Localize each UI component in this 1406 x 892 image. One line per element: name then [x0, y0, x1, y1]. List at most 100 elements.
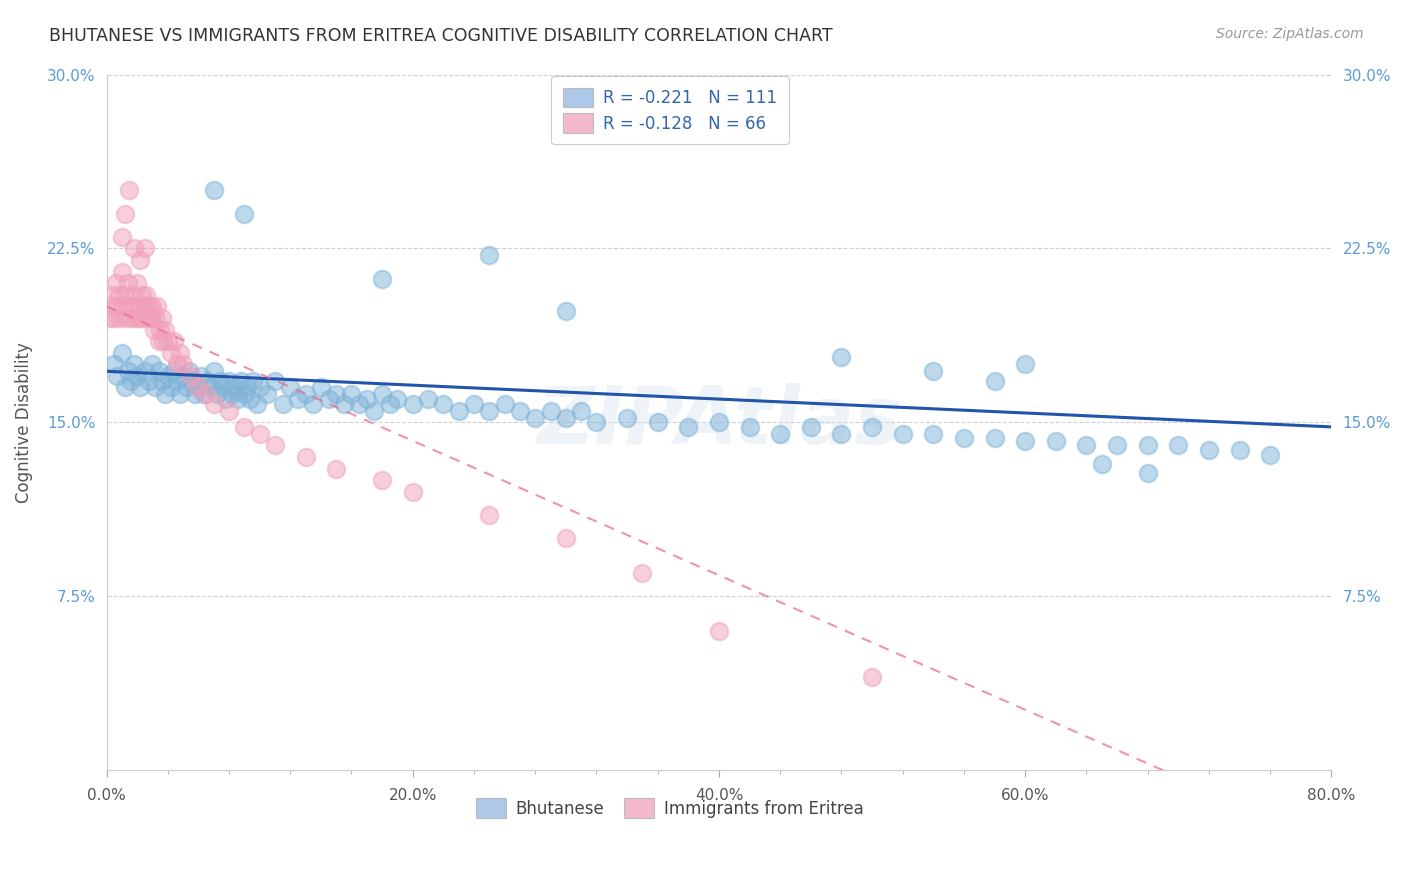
Point [105, 368, 128, 383]
Point [143, 322, 166, 336]
Point [128, 310, 150, 325]
Point [105, 299, 128, 313]
Point [1105, 438, 1128, 452]
Point [1136, 438, 1159, 452]
Point [153, 322, 176, 336]
Point [163, 364, 186, 378]
Point [169, 345, 191, 359]
Point [134, 241, 156, 255]
Point [226, 392, 249, 406]
Point [271, 397, 294, 411]
Point [98, 310, 121, 325]
Point [245, 397, 267, 411]
Point [146, 299, 169, 313]
Point [432, 397, 454, 411]
Point [402, 397, 425, 411]
Point [181, 374, 204, 388]
Point [554, 410, 576, 425]
Point [371, 387, 394, 401]
Point [678, 420, 700, 434]
Point [569, 403, 592, 417]
Point [195, 387, 218, 401]
Point [212, 380, 235, 394]
Point [239, 392, 262, 406]
Point [104, 276, 127, 290]
Point [983, 432, 1005, 446]
Point [1014, 434, 1036, 448]
Point [478, 403, 501, 417]
Point [149, 322, 172, 336]
Point [769, 426, 792, 441]
Point [447, 403, 470, 417]
Point [233, 420, 256, 434]
Point [264, 438, 287, 452]
Legend: Bhutanese, Immigrants from Eritrea: Bhutanese, Immigrants from Eritrea [470, 792, 870, 824]
Point [1229, 443, 1251, 458]
Point [117, 364, 139, 378]
Point [830, 426, 852, 441]
Point [101, 287, 124, 301]
Point [221, 387, 243, 401]
Point [159, 380, 181, 394]
Point [129, 299, 152, 313]
Point [540, 403, 562, 417]
Point [205, 387, 228, 401]
Point [402, 484, 425, 499]
Point [159, 345, 181, 359]
Point [129, 380, 152, 394]
Point [179, 364, 201, 378]
Point [111, 345, 134, 359]
Point [122, 357, 145, 371]
Point [554, 304, 576, 318]
Point [107, 287, 129, 301]
Point [172, 357, 194, 371]
Point [117, 276, 139, 290]
Point [616, 410, 638, 425]
Point [174, 380, 197, 394]
Point [233, 206, 256, 220]
Point [309, 380, 332, 394]
Point [463, 397, 485, 411]
Point [166, 357, 188, 371]
Point [145, 380, 167, 394]
Point [922, 426, 945, 441]
Point [131, 287, 153, 301]
Point [233, 387, 256, 401]
Point [112, 299, 135, 313]
Point [302, 397, 325, 411]
Point [318, 392, 340, 406]
Point [371, 271, 394, 285]
Point [1167, 438, 1189, 452]
Point [103, 357, 125, 371]
Point [953, 432, 976, 446]
Point [800, 420, 823, 434]
Point [387, 392, 409, 406]
Point [148, 364, 170, 378]
Point [187, 380, 209, 394]
Point [180, 368, 202, 383]
Point [114, 287, 136, 301]
Point [100, 299, 122, 313]
Point [150, 310, 173, 325]
Point [197, 374, 219, 388]
Point [249, 380, 271, 394]
Point [118, 299, 141, 313]
Point [278, 380, 301, 394]
Point [202, 397, 225, 411]
Point [1045, 434, 1067, 448]
Point [148, 334, 170, 348]
Point [193, 387, 215, 401]
Point [115, 310, 138, 325]
Point [114, 206, 136, 220]
Point [340, 387, 363, 401]
Point [891, 426, 914, 441]
Point [111, 264, 134, 278]
Point [1258, 448, 1281, 462]
Point [494, 397, 516, 411]
Point [127, 276, 149, 290]
Text: ZIPAtlas: ZIPAtlas [536, 384, 903, 461]
Point [202, 364, 225, 378]
Point [134, 364, 156, 378]
Point [120, 374, 142, 388]
Point [122, 241, 145, 255]
